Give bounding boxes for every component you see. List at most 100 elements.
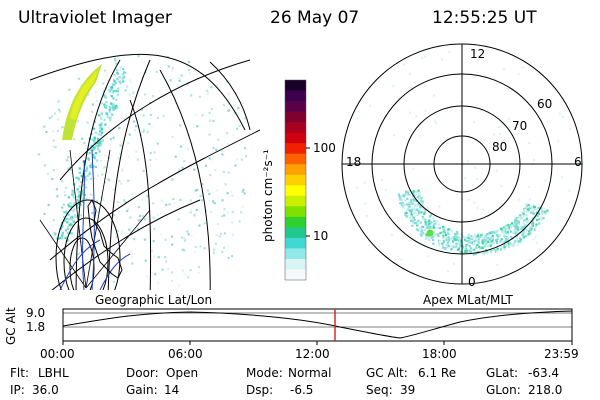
emission-pixel	[94, 131, 98, 134]
emission-pixel	[123, 199, 126, 202]
emission-pixel	[438, 242, 441, 245]
emission-pixel	[77, 230, 81, 233]
emission-pixel	[109, 116, 112, 119]
emission-pixel	[421, 56, 424, 59]
emission-pixel	[512, 244, 515, 247]
emission-pixel	[53, 112, 56, 115]
emission-pixel	[451, 238, 454, 241]
emission-pixel	[447, 228, 450, 231]
emission-pixel	[111, 113, 114, 116]
emission-pixel	[475, 246, 478, 249]
pole-ring-1	[55, 199, 121, 290]
emission-pixel	[419, 209, 422, 212]
emission-pixel	[467, 241, 470, 244]
emission-pixel	[496, 247, 499, 250]
emission-pixel	[103, 69, 106, 72]
coastline-blue-1	[82, 159, 85, 290]
emission-pixel	[483, 245, 487, 248]
emission-pixel	[482, 237, 485, 240]
emission-pixel	[124, 201, 127, 204]
emission-pixel	[490, 243, 493, 246]
emission-pixel	[442, 237, 445, 240]
emission-pixel	[117, 87, 120, 90]
emission-pixel	[477, 238, 480, 241]
emission-pixel	[198, 224, 201, 227]
emission-pixel	[78, 77, 81, 80]
emission-pixel	[431, 235, 434, 238]
emission-pixel	[178, 79, 181, 83]
emission-pixel	[199, 194, 202, 197]
emission-pixel	[513, 223, 516, 226]
emission-pixel	[477, 241, 480, 244]
emission-pixel	[85, 197, 88, 200]
emission-pixel	[122, 76, 125, 79]
info-glon-value: 218.0	[528, 383, 563, 397]
emission-pixel	[209, 119, 212, 122]
emission-pixel	[106, 79, 109, 82]
emission-pixel	[384, 213, 387, 216]
emission-pixel	[79, 181, 82, 184]
emission-pixel	[534, 217, 537, 220]
emission-pixel	[83, 231, 86, 234]
emission-pixel	[129, 81, 132, 84]
emission-pixel	[45, 131, 48, 134]
emission-pixel	[72, 196, 75, 199]
emission-pixel	[100, 131, 104, 134]
emission-pixel	[503, 248, 506, 251]
emission-pixel	[118, 69, 121, 72]
emission-pixel	[153, 255, 156, 258]
emission-pixel	[124, 71, 127, 74]
emission-pixel	[421, 226, 424, 229]
emission-pixel	[528, 141, 531, 144]
emission-pixel	[71, 193, 74, 196]
emission-pixel	[98, 154, 101, 157]
emission-pixel	[412, 190, 415, 193]
emission-pixel	[484, 238, 487, 241]
emission-pixel	[490, 231, 493, 234]
emission-pixel	[508, 125, 511, 128]
emission-pixel	[65, 210, 68, 213]
emission-pixel	[146, 130, 149, 133]
emission-pixel	[109, 138, 112, 141]
emission-pixel	[71, 216, 74, 219]
emission-pixel	[413, 218, 416, 221]
emission-pixel	[107, 178, 110, 181]
emission-pixel	[514, 218, 517, 221]
emission-pixel	[75, 176, 78, 179]
emission-pixel	[406, 197, 409, 200]
emission-pixel	[419, 205, 422, 209]
emission-pixel	[240, 211, 243, 214]
emission-pixel	[176, 106, 179, 109]
emission-pixel	[240, 158, 243, 161]
emission-pixel	[438, 227, 442, 230]
emission-pixel	[128, 78, 132, 81]
emission-pixel	[73, 201, 76, 204]
emission-pixel	[63, 190, 66, 193]
emission-pixel	[215, 148, 218, 152]
emission-pixel	[521, 66, 525, 69]
info-door-label: Door:	[126, 366, 159, 380]
emission-pixel	[521, 230, 524, 233]
emission-pixel	[532, 205, 535, 208]
emission-pixel	[190, 234, 193, 238]
emission-pixel	[575, 159, 579, 162]
emission-pixel	[414, 240, 417, 243]
emission-pixel	[462, 245, 465, 248]
emission-pixel	[203, 247, 206, 250]
emission-pixel	[523, 219, 526, 222]
emission-pixel	[201, 114, 204, 117]
timeline-xtick-0600: 06:00	[168, 347, 203, 361]
emission-pixel	[112, 280, 115, 283]
info-seq-label: Seq:	[366, 383, 393, 397]
emission-pixel	[459, 239, 462, 242]
emission-pixel	[485, 251, 489, 254]
emission-pixel	[524, 206, 528, 209]
emission-pixel	[513, 229, 516, 232]
emission-pixel	[93, 156, 96, 159]
emission-pixel	[483, 240, 486, 243]
emission-pixel	[101, 173, 104, 176]
emission-pixel	[447, 238, 451, 241]
emission-pixel	[437, 232, 441, 235]
emission-pixel	[205, 209, 208, 212]
latitude-line-1	[75, 59, 121, 290]
